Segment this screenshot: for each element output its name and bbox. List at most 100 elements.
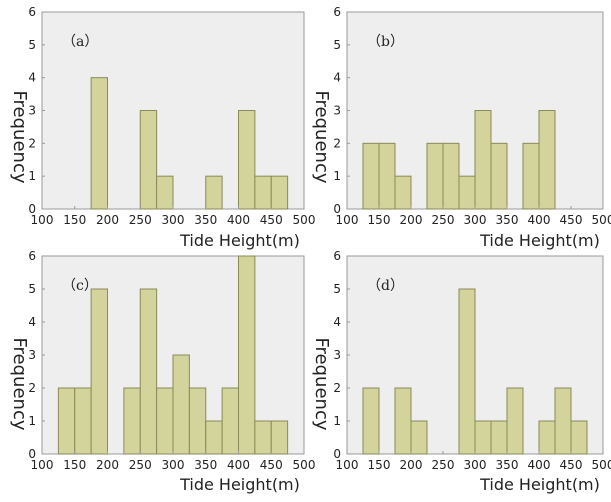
y-tick-label: 6 [333, 249, 341, 263]
x-tick-label: 400 [227, 458, 250, 472]
y-tick-label: 2 [333, 381, 341, 395]
histogram-bar [270, 175, 289, 210]
histogram-bar [538, 110, 556, 210]
histogram-bar [205, 420, 223, 455]
y-axis-label: Frequency [9, 338, 30, 431]
x-tick-label: 150 [63, 458, 86, 472]
y-tick-label: 0 [333, 202, 341, 216]
histogram-bar [188, 387, 207, 455]
x-tick-label: 500 [592, 213, 611, 227]
histogram-bar [410, 420, 428, 455]
histogram-bar [74, 387, 92, 455]
y-axis-label: Frequency [311, 338, 332, 431]
x-tick-label: 100 [336, 213, 359, 227]
histogram-bar [205, 175, 223, 210]
histogram-bar [490, 142, 508, 210]
x-tick-label: 350 [496, 458, 519, 472]
histogram-bar [254, 175, 272, 210]
histogram-bar [270, 420, 289, 455]
y-tick-label: 4 [28, 71, 36, 85]
x-tick-label: 500 [293, 213, 316, 227]
histogram-bar [362, 142, 380, 210]
x-tick-label: 200 [400, 458, 423, 472]
x-tick-label: 150 [368, 213, 391, 227]
histogram-bar [458, 288, 476, 455]
histogram-bar [123, 387, 141, 455]
x-tick-label: 200 [400, 213, 423, 227]
y-tick-label: 2 [333, 136, 341, 150]
y-tick-label: 1 [333, 414, 341, 428]
panel-label: （d） [367, 278, 404, 294]
y-tick-label: 6 [333, 5, 341, 19]
y-tick-label: 0 [333, 447, 341, 461]
histogram-bar [172, 354, 190, 455]
y-tick-label: 3 [333, 348, 341, 362]
y-tick-label: 0 [28, 202, 36, 216]
histogram-bar [238, 255, 256, 455]
x-tick-label: 400 [528, 213, 551, 227]
histogram-bar [554, 387, 572, 455]
x-tick-label: 100 [31, 458, 54, 472]
x-axis-label: Tide Height(m) [179, 475, 300, 494]
histogram-bar [57, 387, 76, 455]
histogram-bar [394, 387, 412, 455]
x-tick-label: 150 [63, 213, 86, 227]
y-tick-label: 3 [28, 348, 36, 362]
x-tick-label: 450 [560, 458, 583, 472]
x-tick-label: 250 [432, 213, 455, 227]
y-tick-label: 2 [28, 136, 36, 150]
x-tick-label: 400 [528, 458, 551, 472]
y-axis-label: Frequency [9, 91, 30, 184]
histogram-bar [426, 142, 444, 210]
histogram-bar [458, 175, 476, 210]
histogram-bar [490, 420, 508, 455]
histogram-bar [90, 288, 108, 455]
x-tick-label: 300 [464, 458, 487, 472]
y-tick-label: 3 [333, 104, 341, 118]
histogram-bar [221, 387, 239, 455]
x-tick-label: 400 [227, 213, 250, 227]
x-tick-label: 350 [194, 458, 217, 472]
histogram-bar [378, 142, 396, 210]
y-tick-label: 5 [333, 282, 341, 296]
x-axis-label: Tide Height(m) [479, 231, 600, 250]
histogram-panel-2: 0 1 2 3 4 5 6 100 150 200 250 300 350 400 450 500 （b） Tid… [311, 5, 611, 250]
histogram-bar [570, 420, 588, 455]
y-tick-label: 5 [28, 38, 36, 52]
x-tick-label: 250 [432, 458, 455, 472]
histogram-bar [156, 175, 174, 210]
x-tick-label: 250 [129, 213, 152, 227]
y-tick-label: 2 [28, 381, 36, 395]
panel-label: （a） [62, 34, 98, 50]
histogram-panel-1: 0 1 2 3 4 5 6 100 150 200 250 300 350 400 450 500 （a） Tid… [9, 5, 315, 250]
histogram-panel-4: 0 1 2 3 4 5 6 100 150 200 250 300 350 400 450 500 （d） Tid… [311, 249, 611, 494]
histogram-bar [156, 387, 174, 455]
x-tick-label: 100 [336, 458, 359, 472]
histogram-bar [394, 175, 412, 210]
histogram-bar [90, 77, 108, 210]
x-tick-label: 250 [129, 458, 152, 472]
x-tick-label: 300 [162, 213, 185, 227]
x-tick-label: 450 [260, 213, 283, 227]
panel-label: （c） [62, 278, 98, 294]
y-tick-label: 6 [28, 5, 36, 19]
histogram-bar [474, 420, 492, 455]
y-tick-label: 1 [28, 169, 36, 183]
y-tick-label: 5 [28, 282, 36, 296]
x-tick-label: 350 [496, 213, 519, 227]
x-tick-label: 150 [368, 458, 391, 472]
x-tick-label: 500 [592, 458, 611, 472]
y-tick-label: 1 [28, 414, 36, 428]
y-tick-label: 5 [333, 38, 341, 52]
histogram-bar [506, 387, 524, 455]
x-tick-label: 300 [464, 213, 487, 227]
histogram-bar [474, 110, 492, 210]
histogram-bar [139, 110, 158, 210]
histogram-bar [362, 387, 380, 455]
panel-label: （b） [367, 34, 404, 50]
y-tick-label: 1 [333, 169, 341, 183]
y-tick-label: 3 [28, 104, 36, 118]
x-tick-label: 450 [560, 213, 583, 227]
